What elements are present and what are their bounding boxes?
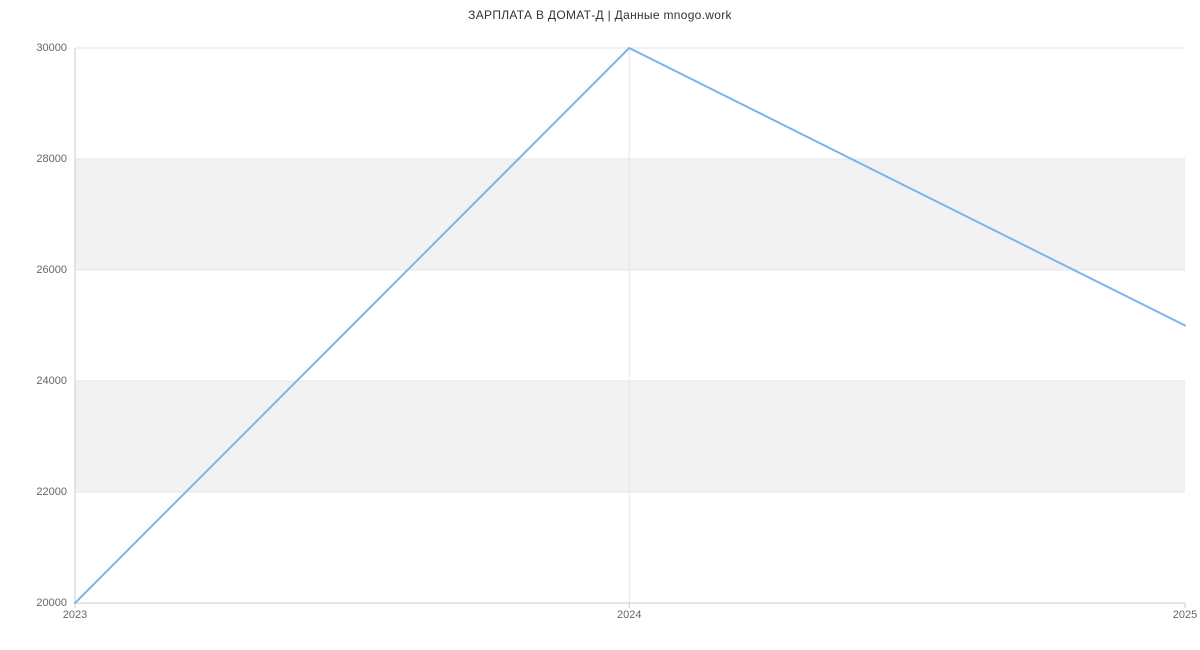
chart-title: ЗАРПЛАТА В ДОМАТ-Д | Данные mnogo.work (0, 8, 1200, 22)
plot-area: 2000022000240002600028000300002023202420… (75, 48, 1185, 603)
series-line (75, 48, 1185, 603)
y-tick-label: 24000 (36, 375, 67, 387)
y-tick-label: 30000 (36, 42, 67, 54)
x-tick-label: 2024 (617, 609, 641, 621)
y-tick-label: 20000 (36, 597, 67, 609)
grid-band (75, 159, 1185, 270)
y-tick-label: 22000 (36, 486, 67, 498)
chart-svg (75, 48, 1185, 603)
y-tick-label: 26000 (36, 264, 67, 276)
y-tick-label: 28000 (36, 153, 67, 165)
x-tick-label: 2025 (1173, 609, 1197, 621)
chart: ЗАРПЛАТА В ДОМАТ-Д | Данные mnogo.work 2… (0, 0, 1200, 650)
x-tick-label: 2023 (63, 609, 87, 621)
